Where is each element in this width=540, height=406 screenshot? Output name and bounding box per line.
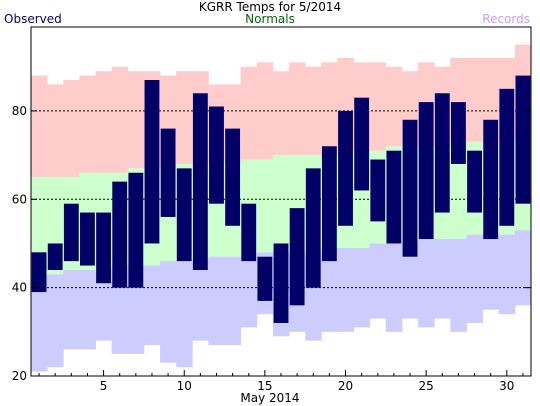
record-low-band-day-27 bbox=[450, 239, 467, 332]
record-high-band-day-16 bbox=[272, 71, 290, 156]
x-tick-label-30: 30 bbox=[499, 379, 514, 393]
record-high-band-day-17 bbox=[289, 62, 306, 156]
record-high-band-day-10 bbox=[176, 71, 193, 164]
record-high-band-day-2 bbox=[47, 84, 64, 178]
observed-bar-day-24 bbox=[402, 119, 418, 257]
record-low-band-day-21 bbox=[353, 247, 371, 328]
normal-band-day-15 bbox=[256, 159, 274, 253]
observed-bar-day-17 bbox=[289, 208, 305, 306]
x-tick-label-15: 15 bbox=[257, 379, 272, 393]
observed-bar-day-11 bbox=[192, 93, 208, 270]
observed-bar-day-25 bbox=[418, 102, 434, 240]
record-low-band-day-22 bbox=[369, 243, 387, 319]
observed-bar-day-31 bbox=[515, 75, 531, 204]
chart-title: KGRR Temps for 5/2014 bbox=[198, 0, 342, 14]
observed-bar-day-14 bbox=[241, 203, 257, 262]
observed-bar-day-10 bbox=[176, 168, 192, 262]
record-high-band-day-28 bbox=[466, 57, 484, 142]
record-low-band-day-12 bbox=[208, 256, 225, 346]
record-low-band-day-10 bbox=[176, 261, 193, 368]
record-high-band-day-7 bbox=[127, 71, 145, 169]
y-tick-label-80: 80 bbox=[12, 104, 27, 118]
record-high-band-day-6 bbox=[111, 66, 129, 173]
record-high-band-day-23 bbox=[385, 66, 403, 147]
legend-observed: Observed bbox=[4, 12, 62, 26]
record-low-band-day-9 bbox=[160, 261, 177, 363]
record-high-band-day-18 bbox=[305, 66, 322, 156]
observed-bar-day-9 bbox=[160, 128, 176, 217]
observed-bar-day-27 bbox=[451, 102, 466, 164]
axis-ticks: 20 40 60 80 5 10 15 20 25 30 bbox=[12, 104, 531, 393]
observed-bar-day-28 bbox=[467, 150, 482, 213]
record-high-band-day-4 bbox=[79, 75, 96, 173]
record-low-band-day-13 bbox=[224, 256, 242, 346]
record-low-band-day-26 bbox=[434, 239, 451, 319]
observed-bar-day-21 bbox=[354, 97, 370, 191]
observed-bar-day-22 bbox=[370, 159, 386, 222]
observed-bar-day-20 bbox=[338, 110, 353, 226]
x-tick-label-10: 10 bbox=[177, 379, 192, 393]
observed-bar-day-23 bbox=[386, 150, 402, 244]
record-low-band-day-4 bbox=[79, 269, 96, 350]
record-low-band-day-3 bbox=[63, 269, 80, 350]
observed-bar-day-12 bbox=[209, 106, 224, 204]
observed-bars bbox=[31, 75, 531, 323]
legend-records: Records bbox=[482, 12, 530, 26]
observed-bar-day-29 bbox=[483, 119, 499, 240]
y-tick-label-60: 60 bbox=[12, 192, 27, 206]
observed-bar-day-13 bbox=[225, 128, 241, 226]
observed-bar-day-2 bbox=[47, 243, 63, 270]
record-high-band-day-3 bbox=[63, 80, 80, 178]
record-low-band-day-11 bbox=[192, 261, 209, 341]
record-high-band-day-22 bbox=[369, 62, 387, 151]
normal-band-day-1 bbox=[31, 177, 48, 275]
observed-bar-day-18 bbox=[305, 168, 321, 288]
normal-band-day-27 bbox=[450, 141, 467, 240]
record-low-band-day-1 bbox=[31, 274, 48, 372]
observed-bar-day-5 bbox=[96, 212, 111, 284]
record-high-band-day-14 bbox=[240, 66, 258, 160]
record-low-band-day-30 bbox=[498, 234, 516, 315]
observed-bar-day-1 bbox=[31, 252, 47, 293]
x-tick-label-25: 25 bbox=[419, 379, 434, 393]
observed-bar-day-3 bbox=[63, 203, 79, 262]
y-tick-label-20: 20 bbox=[12, 369, 27, 383]
observed-bar-day-8 bbox=[144, 80, 160, 244]
record-high-band-day-19 bbox=[321, 62, 338, 156]
record-low-band-day-25 bbox=[418, 239, 435, 328]
record-high-band-day-1 bbox=[31, 75, 48, 178]
observed-bar-day-15 bbox=[257, 256, 273, 301]
record-low-band-day-24 bbox=[401, 243, 419, 319]
observed-bar-day-6 bbox=[112, 181, 128, 288]
record-low-band-day-23 bbox=[385, 243, 403, 332]
record-high-band-day-15 bbox=[256, 62, 274, 160]
record-low-band-day-29 bbox=[482, 234, 500, 310]
record-low-band-day-8 bbox=[143, 265, 161, 346]
record-low-band-day-28 bbox=[466, 234, 484, 323]
observed-bar-day-16 bbox=[273, 243, 289, 323]
x-axis-label: May 2014 bbox=[240, 391, 300, 405]
observed-bar-day-19 bbox=[321, 146, 337, 262]
observed-bar-day-7 bbox=[128, 172, 144, 288]
normal-band-day-16 bbox=[272, 155, 290, 253]
record-low-band-day-31 bbox=[514, 230, 532, 306]
record-low-band-day-14 bbox=[240, 256, 258, 328]
x-tick-label-5: 5 bbox=[100, 379, 108, 393]
record-high-band-day-5 bbox=[95, 71, 113, 173]
observed-bar-day-4 bbox=[80, 212, 95, 266]
record-low-band-day-2 bbox=[47, 274, 64, 368]
y-tick-label-40: 40 bbox=[12, 281, 27, 295]
observed-bar-day-26 bbox=[434, 93, 450, 213]
legend-normals: Normals bbox=[245, 12, 295, 26]
record-low-band-day-19 bbox=[321, 247, 338, 332]
x-tick-label-20: 20 bbox=[338, 379, 353, 393]
record-low-band-day-20 bbox=[337, 247, 354, 332]
observed-bar-day-30 bbox=[499, 88, 515, 226]
